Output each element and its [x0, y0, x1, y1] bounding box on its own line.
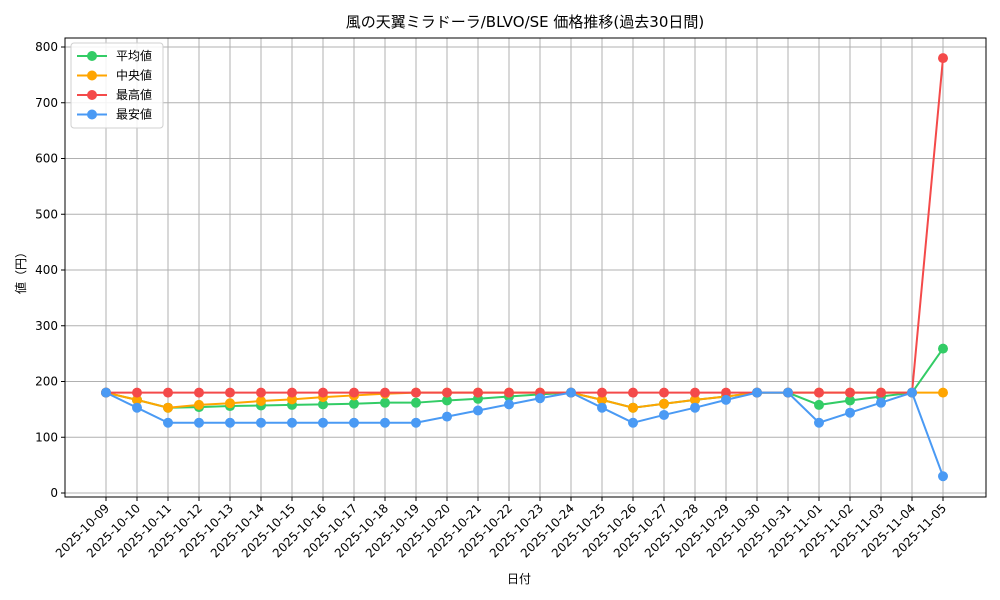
data-point	[845, 395, 855, 406]
data-point	[411, 417, 421, 428]
data-point	[318, 399, 328, 410]
data-point	[163, 417, 173, 428]
data-point	[225, 417, 235, 428]
series-layer	[101, 53, 948, 482]
y-tick-label: 600	[35, 152, 58, 166]
data-point	[132, 402, 142, 413]
data-point	[845, 407, 855, 418]
legend-label: 平均値	[116, 48, 152, 63]
data-point	[597, 402, 607, 413]
data-point	[442, 387, 452, 398]
data-point	[566, 387, 576, 398]
data-point	[597, 394, 607, 405]
grid-lines	[65, 38, 986, 497]
data-point	[752, 387, 762, 398]
data-point	[938, 387, 948, 398]
y-tick-label: 0	[50, 486, 58, 500]
data-point	[256, 387, 266, 398]
x-axis-label: 日付	[507, 572, 531, 586]
series-line	[106, 58, 944, 394]
data-point	[287, 417, 297, 428]
data-point	[876, 387, 886, 398]
y-axis-label: 値（円）	[13, 246, 28, 294]
y-tick-label: 500	[35, 207, 58, 221]
data-point	[132, 394, 142, 405]
data-point	[690, 402, 700, 413]
data-point	[783, 387, 793, 398]
legend-marker	[87, 109, 97, 120]
data-point	[442, 395, 452, 406]
y-tick-label: 300	[35, 319, 58, 333]
data-point	[628, 417, 638, 428]
series-line	[105, 391, 944, 477]
data-point	[659, 398, 669, 409]
data-point	[318, 417, 328, 428]
data-point	[225, 398, 235, 409]
data-point	[504, 399, 514, 410]
data-point	[659, 387, 669, 398]
y-tick-label: 200	[35, 375, 58, 389]
data-point	[194, 387, 204, 398]
data-point	[194, 417, 204, 428]
data-point	[473, 405, 483, 416]
data-point	[163, 402, 173, 413]
data-point	[938, 343, 948, 354]
legend-marker	[87, 70, 97, 81]
legend-marker	[87, 90, 97, 100]
data-point	[349, 417, 359, 428]
data-point	[814, 387, 824, 398]
data-point	[101, 387, 111, 398]
data-point	[814, 399, 824, 410]
data-point	[380, 397, 390, 408]
data-point	[380, 387, 390, 398]
legend-label: 最高値	[116, 87, 152, 102]
data-point	[721, 387, 731, 398]
data-point	[876, 397, 886, 408]
data-point	[814, 417, 824, 428]
y-tick-label: 700	[35, 96, 58, 110]
data-point	[690, 394, 700, 405]
data-point	[628, 387, 638, 398]
data-point	[411, 387, 421, 398]
data-point	[845, 387, 855, 398]
data-point	[225, 387, 235, 398]
y-tick-label: 800	[35, 40, 58, 54]
data-point	[380, 417, 390, 428]
data-point	[163, 387, 173, 398]
data-point	[628, 402, 638, 413]
data-point	[938, 53, 948, 64]
plot-frame	[64, 37, 987, 498]
data-point	[907, 387, 917, 398]
y-tick-label: 400	[35, 263, 58, 277]
data-point	[504, 387, 514, 398]
data-point	[132, 387, 142, 398]
data-point	[287, 387, 297, 398]
data-point	[690, 387, 700, 398]
data-point	[349, 387, 359, 398]
data-point	[473, 387, 483, 398]
y-axis-ticks: 0 100 200 300 400 500 600 700 800	[35, 40, 65, 500]
data-point	[938, 471, 948, 482]
data-point	[721, 394, 731, 405]
chart-title: 風の天翼ミラドーラ/BLVO/SE 価格推移(過去30日間)	[346, 13, 704, 31]
legend-label: 中央値	[116, 68, 152, 83]
data-point	[535, 393, 545, 404]
legend-box	[70, 42, 164, 129]
data-point	[318, 387, 328, 398]
data-point	[411, 397, 421, 408]
legend-label: 最安値	[116, 107, 152, 122]
data-point	[256, 417, 266, 428]
x-axis-ticks: 2025-10-092025-10-102025-10-112025-10-12…	[53, 497, 949, 560]
data-point	[349, 398, 359, 409]
data-point	[659, 409, 669, 420]
series-line	[105, 348, 944, 409]
data-point	[256, 396, 266, 407]
legend-marker	[87, 51, 97, 61]
data-point	[597, 387, 607, 398]
data-point	[442, 411, 452, 422]
y-tick-label: 100	[35, 430, 58, 444]
data-point	[194, 399, 204, 410]
